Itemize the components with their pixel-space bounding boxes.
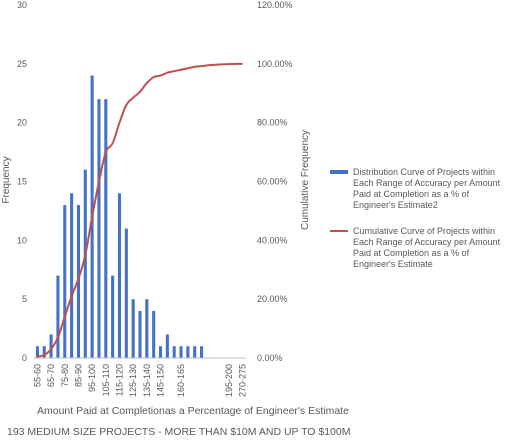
x-tick-label: 160-165 [176,364,186,397]
x-tick-label: 75-80 [60,364,70,387]
bar-120-125 [124,228,128,358]
right-y-axis: 0.00% 20.00% 40.00% 60.00% 80.00% 100.00% 120.… [257,0,293,363]
legend-item-cumulative: Cumulative Curve of Projects within Each… [330,226,505,270]
right-tick-label: 40.00% [257,235,288,245]
x-tick-label: 105-110 [101,364,111,396]
left-tick-label: 15 [17,177,27,187]
bar-115-120 [117,193,122,358]
bar-70-75 [56,275,60,358]
legend-swatch-line [330,230,348,232]
left-tick-label: 5 [22,294,27,304]
bar-145-150 [158,346,163,358]
bar-55-60 [35,346,39,358]
bar-150-155 [165,334,169,358]
right-tick-label: 80.00% [257,118,288,128]
x-tick-label: 85-90 [73,364,83,387]
left-tick-label: 30 [17,0,27,10]
x-axis: 55-60 65-70 75-80 85-90 95-100 105-110 115-120… [32,364,247,397]
bar-series [35,75,204,358]
bar-80-85 [70,193,74,358]
cumulative-line [37,62,243,358]
bar-90-95 [83,169,87,358]
right-tick-label: 20.00% [257,294,288,304]
legend-swatch-bar [330,170,348,174]
bar-140-145 [152,310,156,358]
bar-105-110 [104,99,108,358]
right-tick-label: 100.00% [257,59,293,69]
chart-subtitle: 193 MEDIUM SIZE PROJECTS - MORE THAN $10… [7,426,351,438]
x-tick-label: 195-200 [224,364,234,397]
bar-110-115 [111,275,115,358]
x-tick-label: 55-60 [32,364,42,387]
x-tick-label: 270-275 [238,364,248,397]
x-tick-label: 145-150 [156,364,166,397]
left-y-axis: 0 5 10 15 20 25 30 [17,0,27,363]
y-axis-title-right: Cumulative Frequency [300,130,311,230]
x-tick-label: 95-100 [87,364,97,392]
x-tick-label: 125-130 [128,364,138,397]
bar-125-130 [131,299,135,358]
left-tick-label: 10 [17,235,27,245]
bar-100-105 [97,99,101,358]
legend-label-distribution: Distribution Curve of Projects within Ea… [353,167,501,210]
legend-label-cumulative: Cumulative Curve of Projects within Each… [353,226,501,269]
right-tick-label: 60.00% [257,177,288,187]
left-tick-label: 0 [22,353,27,363]
x-tick-label: 115-120 [114,364,124,396]
right-tick-label: 120.00% [257,0,293,10]
bar-60-65 [42,346,46,358]
bar-135-140 [145,299,149,358]
right-tick-label: 0.00% [257,353,283,363]
bar-130-135 [138,310,142,358]
left-tick-label: 25 [17,59,27,69]
bar-170-175 [193,346,197,358]
bar-165-170 [186,346,190,358]
bar-175-180 [200,346,204,358]
legend: Distribution Curve of Projects within Ea… [330,167,505,285]
x-tick-label: 135-140 [142,364,152,397]
y-axis-title-left: Frequency [1,156,12,203]
x-tick-label: 65-70 [46,364,56,387]
bar-160-165 [179,346,183,358]
bar-75-80 [63,205,67,358]
bar-65-70 [49,334,53,358]
x-axis-title: Amount Paid at Completionas a Percentage… [37,405,349,417]
bar-155-160 [172,346,176,358]
left-tick-label: 20 [17,118,27,128]
legend-item-distribution: Distribution Curve of Projects within Ea… [330,167,505,211]
